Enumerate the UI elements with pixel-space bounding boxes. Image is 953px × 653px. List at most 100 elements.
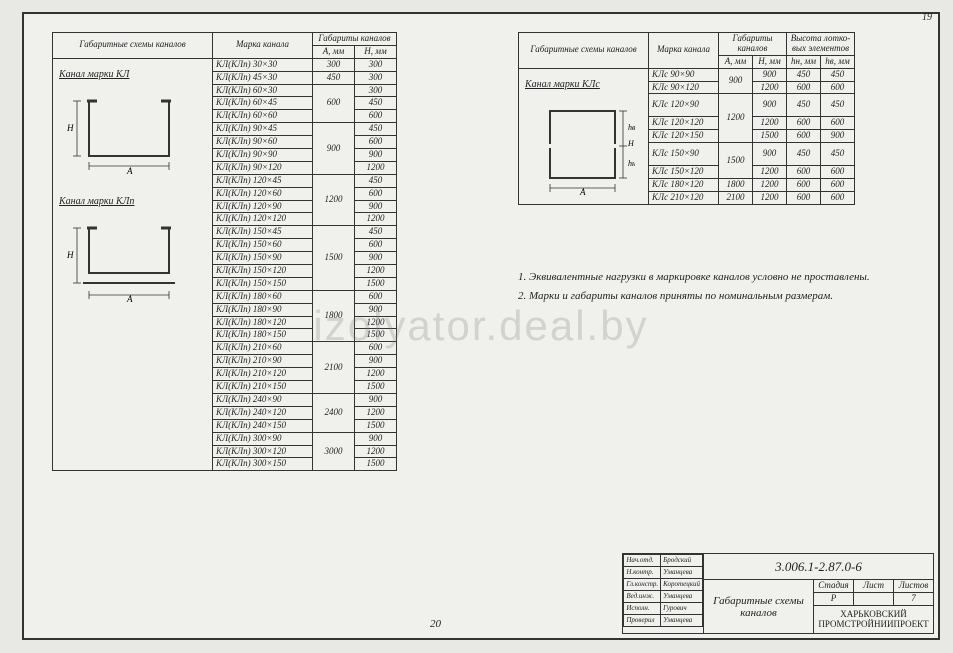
role-label: Нач.отд. [624,555,661,567]
role-name: Уманцева [661,615,703,627]
cell-mark: КЛс 120×90 [649,94,719,117]
cell-A: 1500 [313,226,355,290]
val-sheet [854,593,894,606]
cell-H: 900 [355,303,397,316]
thB-hn: hн, мм [787,55,821,68]
cell-H: 1500 [355,419,397,432]
cell-hv: 450 [821,143,855,166]
th-sheets: Листов [894,580,934,593]
cell-mark: КЛ(КЛп) 90×120 [213,161,313,174]
svg-text:A: A [579,187,586,196]
cell-A: 600 [313,84,355,123]
cell-H: 900 [355,393,397,406]
note-2: 2. Марки и габариты каналов приняты по н… [518,289,928,304]
cell-mark: КЛ(КЛп) 120×60 [213,187,313,200]
cell-hn: 600 [787,117,821,130]
cell-mark: КЛ(КЛп) 150×60 [213,239,313,252]
cell-H: 1500 [355,329,397,342]
cell-H: 1200 [753,117,787,130]
val-stage: Р [814,593,854,606]
svg-text:H: H [66,250,74,260]
cell-H: 600 [355,136,397,149]
note-1: 1. Эквивалентные нагрузки в маркировке к… [518,270,928,285]
cell-mark: КЛ(КЛп) 150×45 [213,226,313,239]
th-gab: Габариты каналов [313,33,397,46]
cell-H: 450 [355,123,397,136]
cell-H: 1200 [753,191,787,204]
cell-H: 900 [355,200,397,213]
cell-H: 1200 [355,445,397,458]
cell-mark: КЛ(КЛп) 60×60 [213,110,313,123]
cell-mark: КЛ(КЛп) 150×150 [213,277,313,290]
role-label: Исполн. [624,603,661,615]
cell-mark: КЛс 150×120 [649,166,719,179]
cell-A: 450 [313,71,355,84]
cell-A: 1200 [719,94,753,143]
cell-mark: КЛс 90×120 [649,81,719,94]
cell-hn: 450 [787,94,821,117]
cell-mark: КЛ(КЛп) 120×120 [213,213,313,226]
drawing-sheet: 19 Габаритные схемы каналов Марка канала… [22,12,940,640]
cell-mark: КЛ(КЛп) 60×45 [213,97,313,110]
cell-mark: КЛ(КЛп) 210×60 [213,342,313,355]
doc-number: 3.006.1-2.87.0-6 [704,554,934,580]
val-sheets: 7 [894,593,934,606]
page-number: 20 [430,618,441,630]
cell-mark: КЛ(КЛп) 210×90 [213,355,313,368]
cell-H: 900 [355,149,397,162]
cell-A: 2100 [313,342,355,394]
cell-H: 600 [355,290,397,303]
thB-hv: hв, мм [821,55,855,68]
thB-lot: Высота лотко-вых элементов [787,33,855,56]
table-kl-klp: Габаритные схемы каналов Марка канала Га… [52,32,397,471]
doc-title: Габаритные схемы каналов [704,580,814,634]
cell-A: 2100 [719,191,753,204]
cell-H: 600 [355,239,397,252]
cell-H: 1500 [355,277,397,290]
role-label: Гл.констр. [624,579,661,591]
role-name: Уманцева [661,591,703,603]
cell-H: 900 [753,94,787,117]
cell-H: 600 [355,342,397,355]
role-label: Проверил [624,615,661,627]
cell-H: 900 [355,355,397,368]
cell-A: 1200 [313,174,355,226]
cell-H: 1500 [355,458,397,471]
cell-mark: КЛ(КЛп) 90×90 [213,149,313,162]
cell-mark: КЛс 90×90 [649,68,719,81]
role-name: Бродский [661,555,703,567]
cell-A: 900 [719,68,753,94]
cell-H: 1200 [355,265,397,278]
cell-hn: 600 [787,191,821,204]
cell-mark: КЛ(КЛп) 120×90 [213,200,313,213]
thB-A: A, мм [719,55,753,68]
cell-mark: КЛ(КЛп) 30×30 [213,58,313,71]
cell-H: 900 [753,143,787,166]
cell-mark: КЛ(КЛп) 180×60 [213,290,313,303]
cell-mark: КЛс 120×150 [649,130,719,143]
cell-mark: КЛс 150×90 [649,143,719,166]
cell-H: 1200 [355,406,397,419]
role-name: Гурович [661,603,703,615]
cell-mark: КЛ(КЛп) 300×90 [213,432,313,445]
cell-hv: 600 [821,81,855,94]
th-H: H, мм [355,45,397,58]
svg-text:A: A [126,294,133,303]
cell-A: 2400 [313,393,355,432]
cell-hn: 600 [787,130,821,143]
cell-H: 450 [355,97,397,110]
cell-H: 900 [355,252,397,265]
cell-mark: КЛ(КЛп) 240×90 [213,393,313,406]
svg-text:A: A [126,166,133,176]
cell-H: 1500 [753,130,787,143]
cell-A: 1800 [313,290,355,342]
cell-hv: 600 [821,191,855,204]
cell-H: 1500 [355,381,397,394]
cell-hv: 900 [821,130,855,143]
svg-text:H: H [66,123,74,133]
cell-H: 450 [355,174,397,187]
thB-mark: Марка канала [649,33,719,69]
cell-A: 1500 [719,143,753,179]
scheme-cell-b: Канал марки КЛс A hв hн H [519,68,649,204]
cell-H: 1200 [753,178,787,191]
